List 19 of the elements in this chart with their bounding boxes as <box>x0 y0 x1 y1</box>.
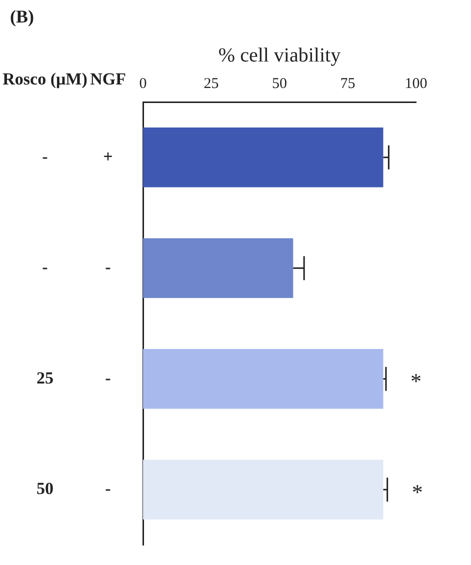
y-axis-title: NGF <box>90 69 126 88</box>
x-tick-label: 0 <box>139 76 147 92</box>
annotation: * <box>410 368 422 394</box>
x-tick-label: 50 <box>272 76 287 92</box>
y-tick-label: - <box>105 479 112 498</box>
x-tick-label: 25 <box>204 76 219 92</box>
text: Rosco (μM) <box>2 69 88 88</box>
y-tick-label: + <box>103 146 113 166</box>
y-tick-label: - <box>105 368 112 388</box>
text: - <box>42 146 48 166</box>
y-tick-label: - <box>105 258 112 277</box>
annotation: * <box>412 479 423 504</box>
x-tick-label: 75 <box>340 76 356 92</box>
text: 25 <box>36 368 54 388</box>
x-axis-title: % cell viability <box>218 44 341 66</box>
chart-title: (B) <box>10 6 34 27</box>
text: 50 <box>36 479 54 498</box>
x-tick-label: 100 <box>404 76 428 92</box>
text: - <box>42 258 48 277</box>
